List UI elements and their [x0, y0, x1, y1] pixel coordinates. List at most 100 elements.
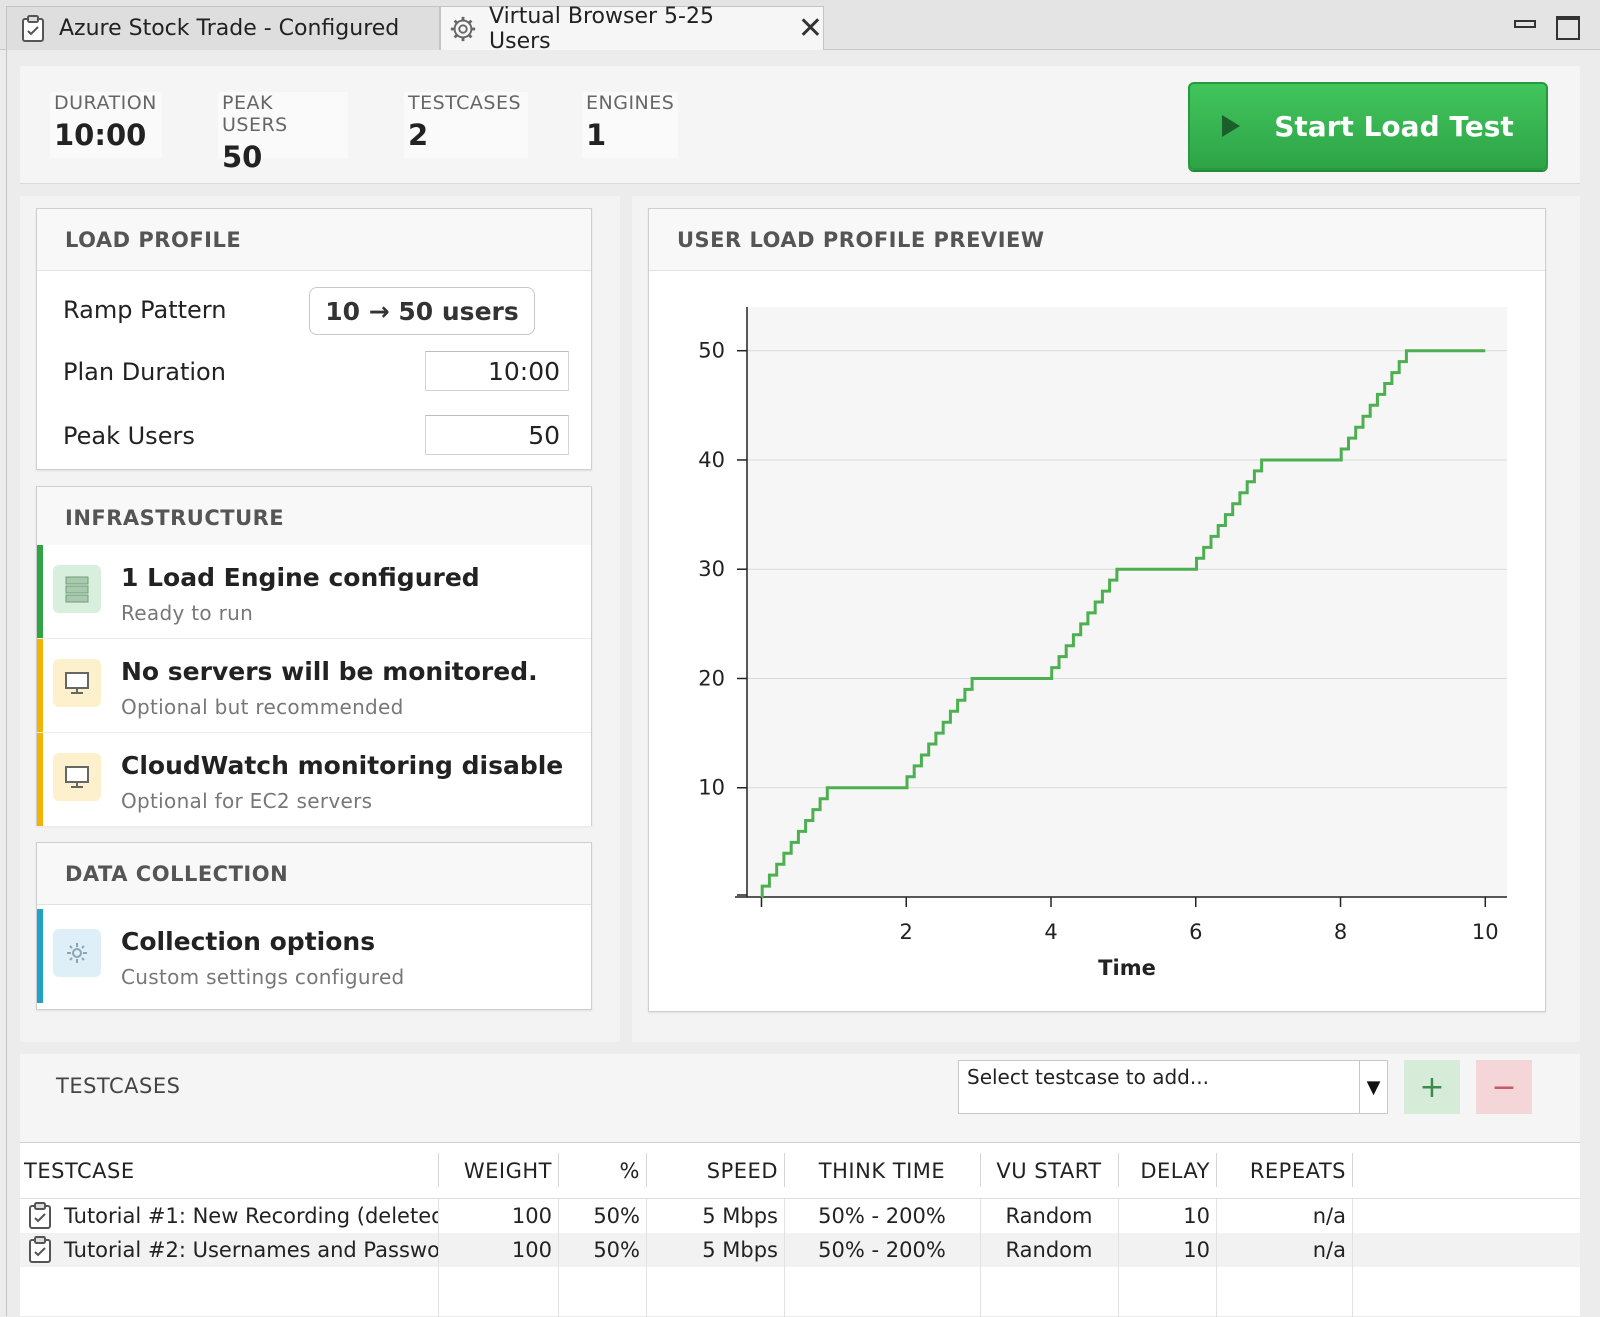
- plan-duration-field[interactable]: 10:00: [425, 351, 569, 391]
- item-subtitle: Custom settings configured: [121, 965, 405, 989]
- x-tick-label: 6: [1189, 920, 1202, 944]
- column-gridline: [1118, 1199, 1119, 1317]
- column-divider[interactable]: [1216, 1153, 1217, 1187]
- tab-azure-stock-trade[interactable]: Azure Stock Trade - Configured: [6, 6, 440, 50]
- peak-users-label: Peak Users: [63, 422, 195, 450]
- load-engine-item[interactable]: 1 Load Engine configured Ready to run: [37, 545, 591, 639]
- minimize-icon[interactable]: [1512, 16, 1536, 36]
- testcase-name: Tutorial #2: Usernames and Passwords: [64, 1238, 438, 1262]
- chart-area: 10 20 30 40 50 2 4 6 8 10 Time: [649, 271, 1545, 1011]
- testcases-table: TESTCASE WEIGHT % SPEED THINK TIME VU ST…: [20, 1142, 1580, 1317]
- clipboard-icon: [19, 14, 47, 44]
- column-header[interactable]: WEIGHT: [463, 1158, 552, 1183]
- delay-cell: 10: [1183, 1238, 1210, 1262]
- column-divider[interactable]: [558, 1153, 559, 1187]
- column-divider[interactable]: [438, 1153, 439, 1187]
- data-collection-card: DATA COLLECTION Collection options Custo…: [36, 842, 592, 1010]
- item-title: Collection options: [121, 927, 376, 956]
- cloudwatch-item[interactable]: CloudWatch monitoring disable Optional f…: [37, 733, 591, 827]
- stat-engines: ENGINES 1: [582, 92, 678, 158]
- y-tick-label: 50: [698, 339, 725, 363]
- ramp-pattern-label: Ramp Pattern: [63, 296, 227, 324]
- column-divider[interactable]: [646, 1153, 647, 1187]
- clipboard-icon: [28, 1202, 52, 1230]
- weight-cell: 100: [511, 1238, 552, 1262]
- left-column: LOAD PROFILE Ramp Pattern 10 → 50 users …: [20, 196, 620, 1042]
- start-button-label: Start Load Test: [1274, 109, 1514, 143]
- close-icon[interactable]: ✕: [797, 11, 823, 46]
- tab-virtual-browser[interactable]: Virtual Browser 5-25 Users ✕: [440, 4, 824, 54]
- column-divider[interactable]: [784, 1153, 785, 1187]
- play-icon: [1222, 115, 1241, 137]
- stat-duration: DURATION 10:00: [50, 92, 162, 158]
- maximize-icon[interactable]: [1556, 16, 1580, 40]
- stat-label: DURATION: [54, 92, 157, 114]
- stat-value: 50: [222, 140, 263, 174]
- column-divider[interactable]: [980, 1153, 981, 1187]
- weight-cell: 100: [511, 1204, 552, 1228]
- table-row[interactable]: Tutorial #1: New Recording (deleted) 100…: [20, 1199, 1580, 1233]
- vu-start-cell: Random: [1005, 1238, 1093, 1262]
- plan-duration-row: Plan Duration 10:00: [37, 339, 591, 405]
- column-header[interactable]: THINK TIME: [818, 1158, 946, 1183]
- testcase-select[interactable]: Select testcase to add... ▼: [958, 1060, 1388, 1114]
- column-gridline: [980, 1199, 981, 1317]
- column-header[interactable]: REPEATS: [1249, 1158, 1346, 1183]
- monitor-icon: [53, 659, 101, 707]
- item-subtitle: Optional for EC2 servers: [121, 789, 373, 813]
- column-header[interactable]: VU START: [996, 1158, 1102, 1183]
- plot-background: [747, 307, 1507, 897]
- ramp-pattern-row: Ramp Pattern 10 → 50 users: [37, 277, 591, 343]
- remove-testcase-button[interactable]: −: [1476, 1060, 1532, 1114]
- right-column: USER LOAD PROFILE PREVIEW 10 20 30 40 50 2 4 6 8…: [632, 196, 1580, 1042]
- status-bar: [37, 909, 43, 1003]
- testcase-name-cell: Tutorial #1: New Recording (deleted): [28, 1199, 438, 1233]
- server-monitoring-item[interactable]: No servers will be monitored. Optional b…: [37, 639, 591, 733]
- repeats-cell: n/a: [1312, 1204, 1346, 1228]
- stat-value: 10:00: [54, 118, 147, 152]
- card-heading: DATA COLLECTION: [37, 843, 591, 905]
- load-profile-preview-card: USER LOAD PROFILE PREVIEW 10 20 30 40 50 2 4 6 8…: [648, 208, 1546, 1012]
- clipboard-icon: [28, 1236, 52, 1264]
- collection-options-item[interactable]: Collection options Custom settings confi…: [37, 909, 591, 1003]
- plan-duration-label: Plan Duration: [63, 358, 226, 386]
- tab-label: Azure Stock Trade - Configured: [59, 16, 400, 41]
- column-gridline: [784, 1199, 785, 1317]
- start-load-test-button[interactable]: Start Load Test: [1188, 82, 1548, 170]
- card-heading: INFRASTRUCTURE: [37, 487, 591, 549]
- item-subtitle: Optional but recommended: [121, 695, 404, 719]
- load-profile-card: LOAD PROFILE Ramp Pattern 10 → 50 users …: [36, 208, 592, 470]
- y-tick-label: 20: [698, 666, 725, 690]
- column-gridline: [1216, 1199, 1217, 1317]
- column-gridline: [1352, 1199, 1353, 1317]
- stat-value: 2: [408, 118, 429, 152]
- peak-users-field[interactable]: 50: [425, 415, 569, 455]
- server-icon: [53, 565, 101, 613]
- testcase-name-cell: Tutorial #2: Usernames and Passwords: [28, 1233, 438, 1267]
- stat-value: 1: [586, 118, 607, 152]
- think-time-cell: 50% - 200%: [818, 1238, 946, 1262]
- percent-cell: 50%: [593, 1238, 640, 1262]
- stat-label: ENGINES: [586, 92, 675, 114]
- column-divider[interactable]: [1352, 1153, 1353, 1187]
- tab-label: Virtual Browser 5-25 Users: [489, 4, 714, 54]
- column-header[interactable]: TESTCASE: [24, 1158, 135, 1183]
- ramp-pattern-button[interactable]: 10 → 50 users: [309, 287, 535, 335]
- column-gridline: [438, 1199, 439, 1317]
- repeats-cell: n/a: [1312, 1238, 1346, 1262]
- column-header[interactable]: %: [619, 1158, 640, 1183]
- think-time-cell: 50% - 200%: [818, 1204, 946, 1228]
- column-header[interactable]: SPEED: [706, 1158, 778, 1183]
- percent-cell: 50%: [593, 1204, 640, 1228]
- card-heading: USER LOAD PROFILE PREVIEW: [649, 209, 1545, 271]
- column-header[interactable]: DELAY: [1140, 1158, 1210, 1183]
- stat-label: TESTCASES: [408, 92, 522, 114]
- stat-peak-users: PEAK USERS 50: [218, 92, 348, 174]
- table-row[interactable]: Tutorial #2: Usernames and Passwords 100…: [20, 1233, 1580, 1267]
- add-testcase-button[interactable]: +: [1404, 1060, 1460, 1114]
- y-tick-label: 40: [698, 448, 725, 472]
- item-title: 1 Load Engine configured: [121, 563, 480, 592]
- dropdown-arrow-icon[interactable]: ▼: [1359, 1061, 1387, 1113]
- delay-cell: 10: [1183, 1204, 1210, 1228]
- column-divider[interactable]: [1118, 1153, 1119, 1187]
